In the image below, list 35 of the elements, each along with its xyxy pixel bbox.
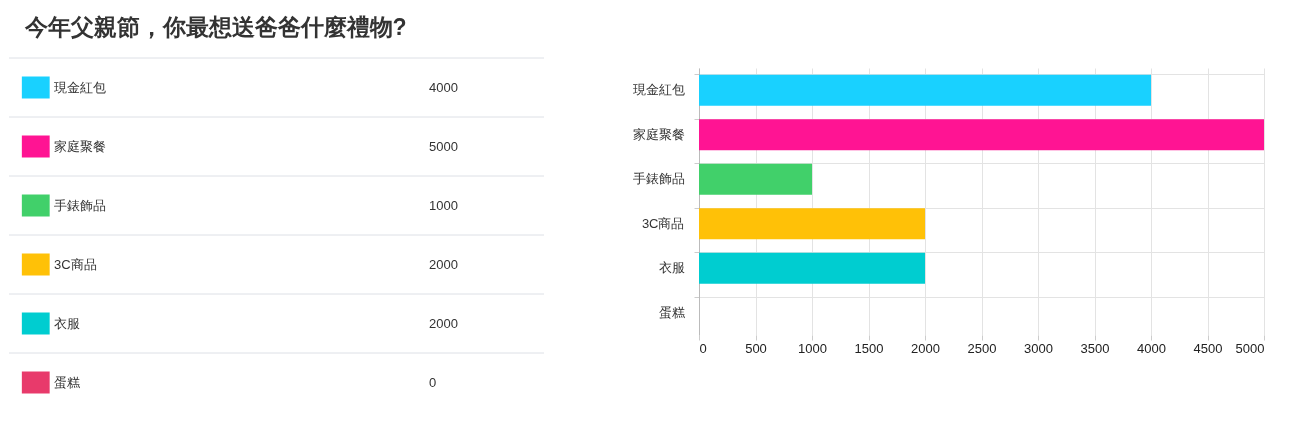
- x-tick-label: 5000: [1235, 340, 1265, 356]
- category-label: 手錶飾品: [53, 197, 106, 213]
- data-label: 2000: [428, 315, 458, 331]
- bar: [699, 208, 925, 240]
- category-label: 家庭聚餐: [53, 138, 106, 154]
- bar: [699, 163, 812, 195]
- x-tick-label: 2500: [967, 340, 997, 356]
- data-label: 0: [428, 374, 437, 390]
- y-tick-label: 3C商品: [641, 215, 685, 231]
- data-label: 2000: [428, 256, 458, 272]
- x-tick-label: 1500: [854, 340, 884, 356]
- x-tick-label: 4000: [1137, 340, 1166, 356]
- bar: [699, 74, 1151, 106]
- x-tick-label: 4500: [1193, 340, 1223, 356]
- y-tick-label: 家庭聚餐: [632, 126, 685, 142]
- x-tick-label: 3000: [1024, 340, 1053, 356]
- y-tick-label: 手錶飾品: [632, 171, 685, 187]
- category-label: 3C商品: [53, 256, 97, 272]
- x-tick-label: 0: [699, 340, 707, 356]
- y-tick-label: 蛋糕: [658, 304, 685, 320]
- data-label: 1000: [428, 197, 458, 213]
- x-tick-label: 1000: [798, 340, 827, 356]
- y-tick-label: 現金紅包: [632, 82, 685, 98]
- x-tick-label: 3500: [1080, 340, 1110, 356]
- bar: [699, 252, 925, 284]
- category-label: 現金紅包: [53, 79, 106, 95]
- x-tick-label: 2000: [911, 340, 940, 356]
- category-label: 蛋糕: [53, 374, 80, 390]
- data-label: 4000: [428, 79, 458, 95]
- text: 今年父親節，你最想送爸爸什麼禮物?: [23, 13, 407, 40]
- data-label: 5000: [428, 138, 458, 154]
- bar: [699, 119, 1264, 151]
- category-label: 衣服: [53, 315, 80, 331]
- y-tick-label: 衣服: [658, 260, 685, 276]
- x-tick-label: 500: [745, 340, 767, 356]
